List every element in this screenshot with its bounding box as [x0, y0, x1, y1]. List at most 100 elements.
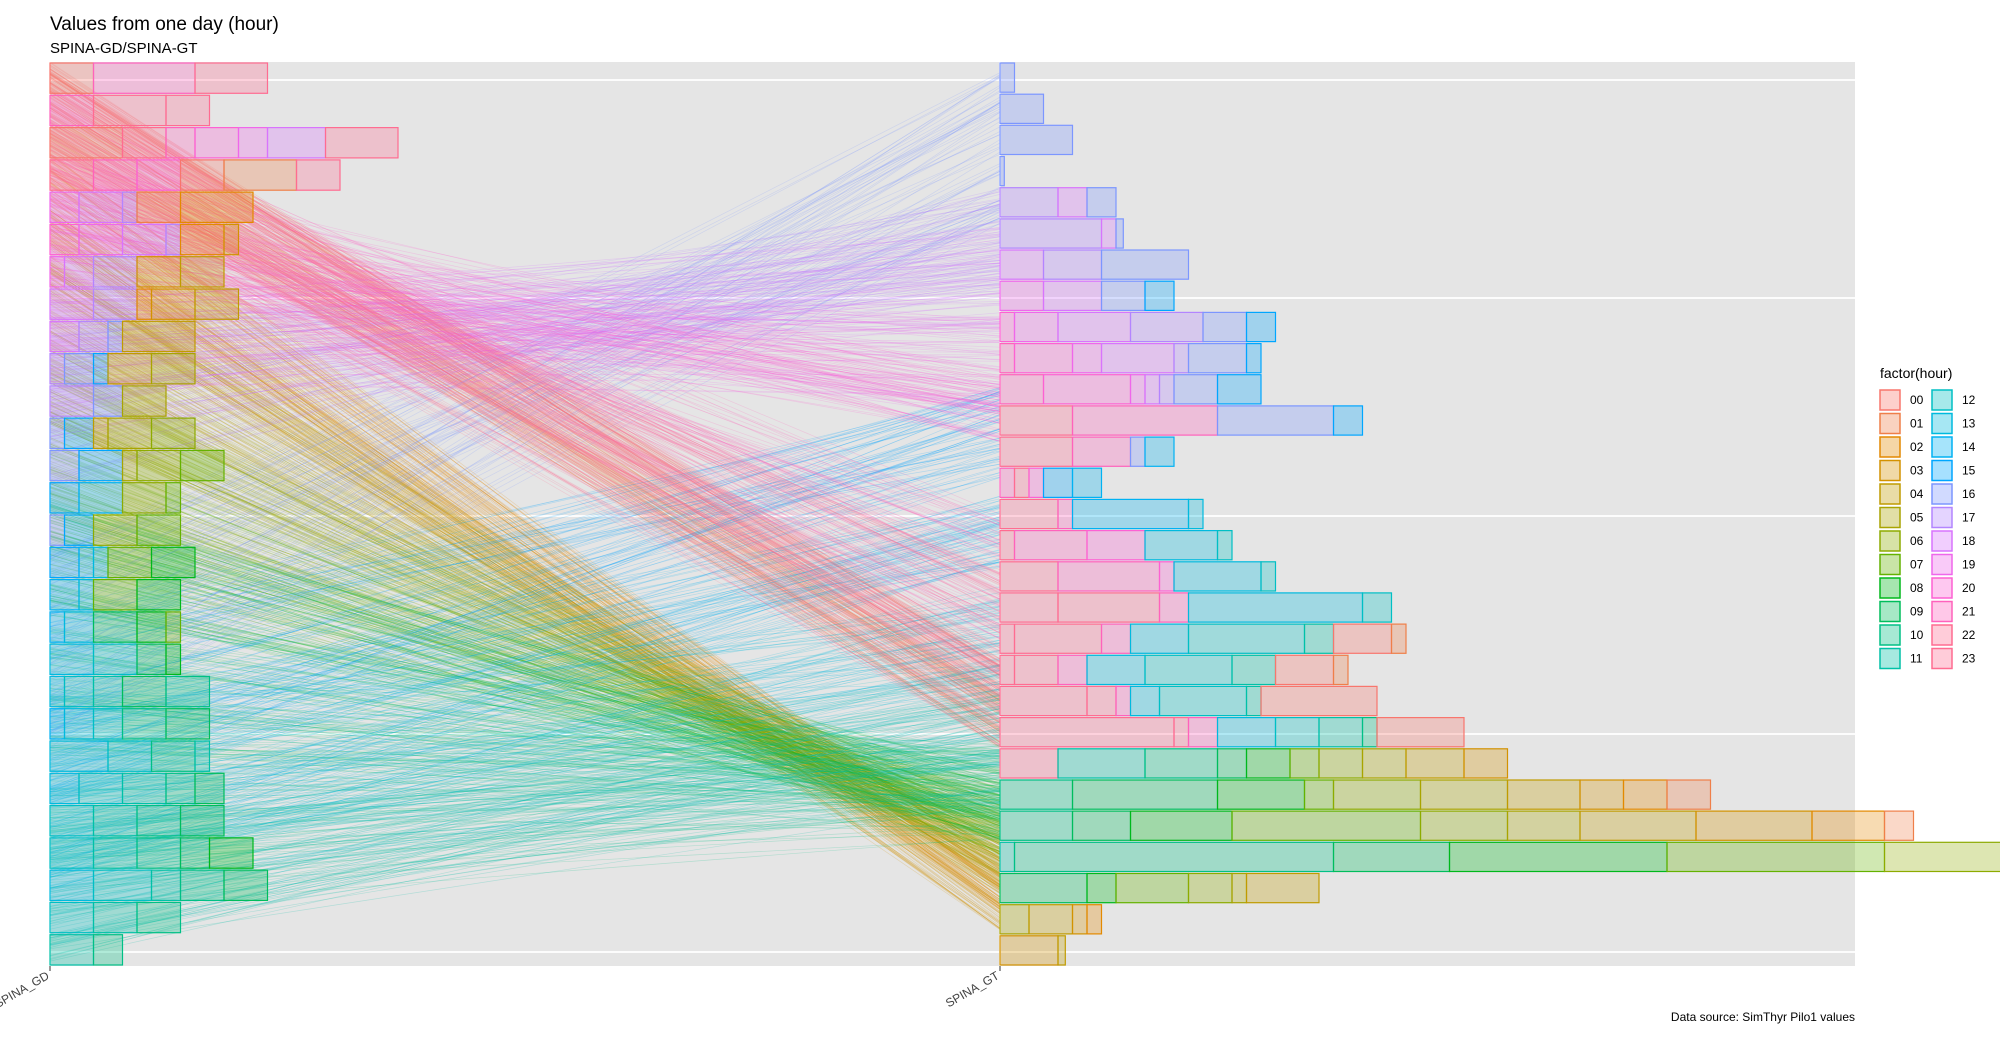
connection-line [49, 493, 1001, 802]
connection-line [49, 170, 1001, 746]
connection-line [49, 392, 1001, 623]
connection-line [49, 466, 1001, 812]
connection-line [49, 772, 1001, 854]
connection-line [49, 443, 1001, 712]
connection-line [49, 283, 1001, 365]
connection-line [49, 748, 1001, 849]
connection-line [49, 763, 1001, 850]
connection-line [49, 664, 1001, 903]
connection-line [49, 595, 1001, 774]
connection-line [49, 224, 1001, 885]
connection-line [49, 393, 1001, 767]
connection-line [49, 182, 1001, 905]
connection-line [49, 711, 1001, 807]
connection-line [49, 231, 1001, 413]
connection-line [49, 167, 1001, 591]
gt-bar-hour-07 [1666, 841, 1886, 873]
connection-line [49, 565, 1001, 718]
connection-line [49, 181, 1001, 862]
connection-line [49, 395, 1001, 654]
connection-line [49, 199, 1001, 356]
connection-line [49, 81, 1001, 686]
connection-line [49, 468, 1001, 832]
gt-bar-hour-22 [999, 405, 1074, 436]
gt-bar-hour-20 [1042, 374, 1132, 405]
legend-key [1931, 600, 1953, 623]
connection-line [49, 763, 1001, 829]
connection-line [49, 214, 1001, 404]
legend-label: 10 [1910, 628, 1924, 642]
connection-line [49, 513, 1001, 801]
gt-bar-hour-11 [1318, 716, 1364, 748]
connection-line [49, 695, 1001, 833]
connection-line [49, 236, 1001, 357]
connection-line [49, 430, 1001, 748]
connection-line [49, 511, 1001, 798]
connection-line [49, 612, 1001, 872]
connection-line [49, 412, 1001, 848]
connection-line [49, 290, 1001, 360]
connection-line [49, 184, 1001, 879]
connection-line [49, 391, 1001, 712]
connection-line [49, 704, 1001, 787]
connection-line [49, 746, 1001, 899]
connection-line [49, 518, 1001, 799]
connection-line [49, 681, 1001, 839]
connection-line [49, 200, 1001, 406]
connection-line [49, 734, 1001, 797]
connection-line [49, 324, 1001, 862]
connection-line [49, 534, 1001, 721]
connection-line [49, 287, 1001, 891]
connection-line [49, 153, 1001, 558]
connection-line [49, 325, 1001, 387]
legend-label: 19 [1962, 558, 1976, 572]
connection-line [49, 182, 1001, 908]
connection-line [49, 590, 1001, 792]
gt-bar-hour-15 [1144, 280, 1175, 312]
connection-line [49, 112, 1001, 701]
gd-bar-hour-11 [121, 772, 167, 805]
gd-bar-hour-04 [121, 320, 196, 353]
gt-bar-hour-22 [999, 529, 1016, 561]
connection-line [49, 102, 1001, 675]
connection-line [49, 479, 1001, 817]
gd-bar-hour-08 [136, 611, 167, 643]
connection-line [49, 312, 1001, 388]
connection-line [49, 75, 1001, 660]
gt-bar-hour-11 [1245, 685, 1262, 717]
connection-line [49, 543, 1001, 726]
connection-line [49, 401, 1001, 816]
connection-line [49, 391, 1001, 715]
connection-line [49, 516, 1001, 845]
gt-bar-hour-09 [1071, 779, 1219, 810]
connection-line [49, 239, 1001, 904]
connection-line [49, 608, 1001, 768]
connection-line [49, 206, 1001, 368]
connection-line [49, 97, 1001, 679]
gt-bar-hour-13 [1173, 561, 1262, 592]
connection-line [49, 349, 1001, 873]
connection-line [49, 783, 1001, 889]
connection-line [49, 228, 1001, 914]
connection-line [49, 236, 1001, 339]
chart-subtitle: SPINA-GD/SPINA-GT [50, 40, 198, 57]
connection-line [49, 73, 1001, 687]
connection-line [49, 626, 1001, 796]
connection-line [49, 210, 1001, 705]
connection-line [49, 146, 1001, 702]
connection-line [49, 372, 1001, 806]
gd-bar-hour-04 [179, 256, 225, 288]
connection-line [49, 757, 1001, 845]
connection-line [49, 154, 1001, 876]
connection-line [49, 272, 1001, 894]
connection-line [49, 736, 1001, 863]
connection-line [49, 454, 1001, 827]
connection-line [49, 224, 1001, 886]
gd-bar-hour-18 [266, 126, 327, 159]
gt-bar-hour-04 [1245, 872, 1320, 904]
connection-line [49, 140, 1001, 697]
connection-line [49, 588, 1001, 839]
connection-line [49, 737, 1001, 799]
connection-line [49, 539, 1001, 824]
connection-line [49, 606, 1001, 795]
